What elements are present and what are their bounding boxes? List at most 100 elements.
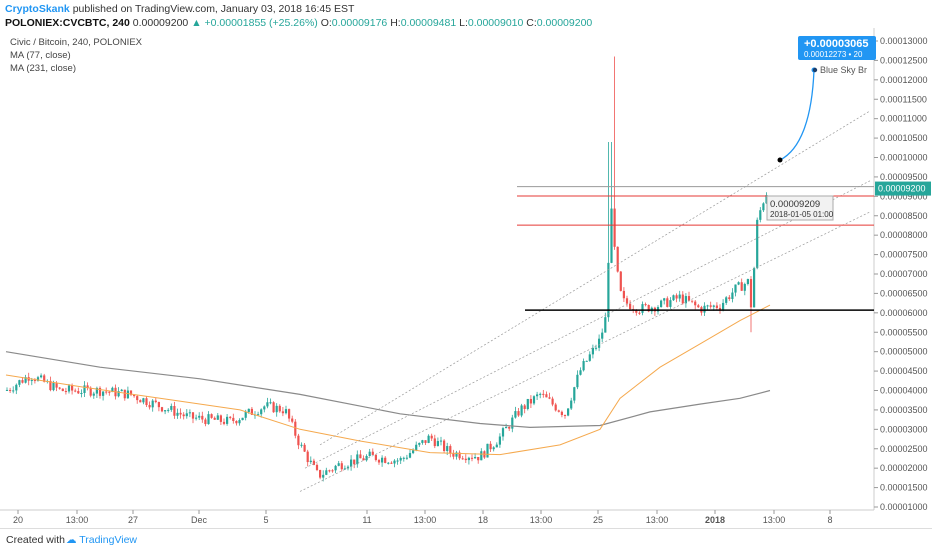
candle-body bbox=[412, 450, 415, 454]
candle-body bbox=[433, 438, 436, 447]
candle-body bbox=[737, 282, 740, 285]
candle-body bbox=[384, 457, 387, 463]
candle-body bbox=[421, 440, 424, 443]
candle-body bbox=[681, 294, 684, 304]
candle-body bbox=[263, 406, 266, 410]
candle-body bbox=[80, 392, 83, 394]
candle-body bbox=[759, 210, 762, 220]
candle-body bbox=[129, 390, 133, 395]
candle-body bbox=[365, 455, 368, 461]
candle-body bbox=[712, 305, 715, 307]
author-link[interactable]: CryptoSkank bbox=[5, 3, 70, 15]
candle-body bbox=[257, 414, 260, 416]
candle-body bbox=[393, 460, 396, 464]
candle-body bbox=[133, 394, 136, 397]
candle-body bbox=[275, 405, 278, 413]
candle-body bbox=[545, 394, 548, 398]
candle-body bbox=[706, 305, 709, 307]
low-label: L: bbox=[459, 17, 468, 29]
candle-body bbox=[213, 417, 216, 420]
chart-legend: Civic / Bitcoin, 240, POLONIEX MA (77, c… bbox=[10, 36, 142, 75]
candle-body bbox=[328, 470, 331, 472]
candle-body bbox=[731, 292, 734, 299]
candle-body bbox=[532, 396, 536, 404]
candle-body bbox=[446, 446, 449, 451]
candle-body bbox=[613, 208, 616, 247]
candle-body bbox=[337, 463, 340, 466]
candle-body bbox=[746, 279, 749, 285]
candle-body bbox=[709, 305, 712, 307]
candle-body bbox=[678, 294, 681, 299]
candle-body bbox=[176, 412, 179, 416]
candle-body bbox=[694, 301, 697, 306]
candle-body bbox=[356, 454, 359, 465]
y-tick-label: 0.00004500 bbox=[880, 366, 928, 376]
candle-body bbox=[408, 453, 412, 458]
candle-body bbox=[756, 219, 759, 269]
candle-body bbox=[604, 317, 607, 333]
candle-body bbox=[660, 300, 663, 308]
created-with-text: Created with bbox=[6, 534, 65, 546]
candle-body bbox=[536, 394, 539, 397]
candle-body bbox=[467, 457, 470, 461]
trend-channel-line bbox=[304, 180, 871, 469]
candle-body bbox=[418, 442, 421, 445]
candle-body bbox=[340, 463, 343, 470]
candle-body bbox=[368, 451, 371, 456]
publish-text: published on TradingView.com, January 03… bbox=[72, 3, 355, 15]
y-tick-label: 0.00005500 bbox=[880, 327, 928, 337]
candle-body bbox=[371, 451, 374, 455]
candle-body bbox=[111, 387, 114, 393]
open-label: O: bbox=[320, 17, 332, 29]
candle-body bbox=[71, 385, 74, 391]
candle-body bbox=[98, 387, 102, 396]
x-tick-label: 2018 bbox=[705, 515, 725, 525]
candle-body bbox=[551, 398, 554, 405]
candle-body bbox=[52, 382, 55, 391]
candle-body bbox=[607, 262, 610, 318]
candle-body bbox=[591, 347, 594, 355]
candle-body bbox=[185, 413, 188, 417]
candle-body bbox=[505, 427, 508, 429]
candle-body bbox=[576, 374, 579, 388]
y-tick-label: 0.00002500 bbox=[880, 444, 928, 454]
y-tick-label: 0.00008000 bbox=[880, 230, 928, 240]
candle-body bbox=[288, 409, 291, 419]
candle-body bbox=[123, 389, 126, 399]
last-price: 0.00009200 bbox=[132, 17, 189, 29]
candle-body bbox=[102, 391, 105, 396]
candle-body bbox=[582, 361, 585, 371]
candle-body bbox=[145, 398, 148, 406]
projection-change-text: +0.00003065 bbox=[804, 38, 869, 50]
y-tick-label: 0.00009000 bbox=[880, 191, 928, 201]
close-label: C: bbox=[526, 17, 537, 29]
candle-body bbox=[30, 380, 33, 382]
candle-body bbox=[281, 411, 284, 414]
candle-body bbox=[21, 380, 24, 383]
tradingview-logo[interactable]: ☁ TradingView bbox=[66, 534, 138, 546]
candle-body bbox=[486, 443, 489, 458]
price-chart[interactable]: 0.00013000 0.00012500 0.00012000 0.00011500… bbox=[0, 28, 932, 528]
candle-body bbox=[390, 462, 393, 464]
candle-body bbox=[315, 464, 319, 470]
candle-body bbox=[638, 312, 641, 314]
trend-channel-line bbox=[299, 211, 871, 492]
candle-body bbox=[49, 380, 52, 391]
projection-start-point bbox=[777, 157, 783, 163]
candle-body bbox=[216, 415, 219, 420]
y-tick-label: 0.00006500 bbox=[880, 288, 928, 298]
candle-body bbox=[436, 441, 439, 447]
candle-body bbox=[557, 410, 560, 412]
candle-body bbox=[309, 460, 312, 463]
candle-body bbox=[687, 296, 691, 301]
candle-body bbox=[148, 405, 151, 408]
candle-body bbox=[188, 412, 191, 414]
candle-body bbox=[601, 332, 604, 339]
legend-ma77: MA (77, close) bbox=[10, 50, 71, 61]
candle-body bbox=[480, 451, 483, 461]
candle-body bbox=[734, 284, 737, 293]
up-arrow-icon: ▲ bbox=[191, 17, 202, 29]
candle-body bbox=[495, 444, 498, 448]
candle-body bbox=[142, 398, 145, 403]
candle-body bbox=[399, 457, 402, 461]
